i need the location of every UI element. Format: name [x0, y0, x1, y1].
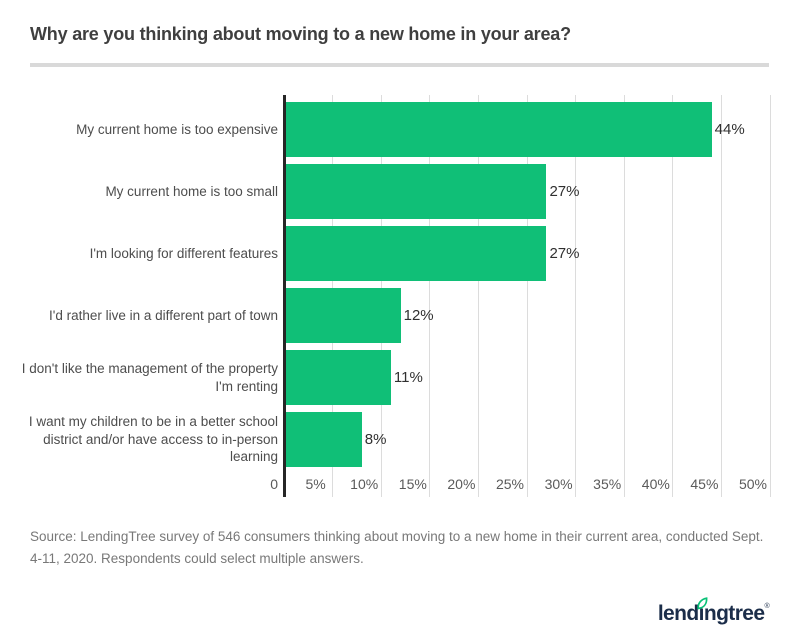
value-label: 8% — [364, 431, 387, 448]
bar — [286, 164, 547, 219]
value-label: 12% — [403, 307, 434, 324]
logo-text-post: ngtree — [703, 602, 765, 625]
source-note: Source: LendingTree survey of 546 consum… — [30, 529, 764, 566]
x-tick-label: 25% — [495, 476, 525, 492]
value-label: 11% — [393, 369, 423, 386]
title-divider — [30, 63, 769, 67]
chart-title: Why are you thinking about moving to a n… — [30, 24, 571, 44]
category-label: My current home is too expensive — [76, 121, 278, 137]
gridline — [672, 95, 674, 497]
x-tick-label: 0 — [270, 476, 278, 492]
logo-text-i: i — [698, 602, 705, 625]
category-label: I want my children to be in a better sch… — [28, 413, 278, 465]
bar — [286, 350, 391, 405]
category-label: I'd rather live in a different part of t… — [49, 307, 278, 323]
x-tick-label: 20% — [447, 476, 476, 492]
category-label: I'm looking for different features — [89, 245, 278, 261]
bar — [286, 288, 401, 343]
bar — [286, 412, 362, 467]
gridline — [477, 95, 479, 497]
x-tick-label: 15% — [398, 476, 427, 492]
x-tick-label: 50% — [738, 476, 768, 492]
bar — [286, 226, 547, 281]
bar — [286, 102, 712, 157]
x-tick-label: 35% — [593, 476, 622, 492]
x-tick-label: 40% — [641, 476, 670, 492]
gridline — [429, 95, 431, 497]
x-tick-label: 5% — [305, 476, 326, 492]
value-label: 27% — [549, 183, 580, 200]
gridline — [720, 95, 722, 497]
gridline — [526, 95, 528, 497]
x-tick-label: 10% — [350, 476, 379, 492]
x-tick-label: 45% — [690, 476, 719, 492]
bar-chart: My current home is too expensive 44% My cu… — [21, 95, 771, 497]
x-tick-label: 30% — [544, 476, 573, 492]
y-axis-line — [282, 95, 286, 497]
gridline — [623, 95, 625, 497]
category-label: My current home is too small — [105, 183, 278, 199]
gridline — [769, 95, 771, 497]
logo-text-pre: lend — [657, 602, 699, 625]
value-label: 27% — [549, 245, 580, 262]
value-label: 44% — [714, 121, 745, 138]
logo-registered-mark: ® — [764, 603, 769, 610]
leaf-icon — [696, 592, 708, 610]
lendingtree-logo: lend ingtree® — [657, 597, 770, 626]
gridline — [575, 95, 577, 497]
category-label: I don't like the management of the prope… — [21, 360, 278, 394]
